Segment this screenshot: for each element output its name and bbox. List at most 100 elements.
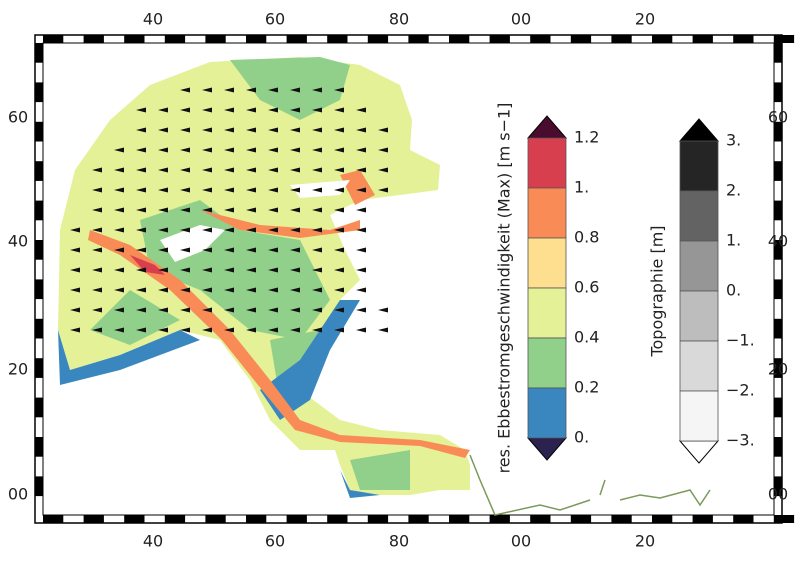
border-check [286, 35, 307, 43]
colorbar-segment [679, 140, 719, 192]
border-check [774, 279, 782, 300]
border-check [35, 161, 43, 181]
vector [268, 307, 278, 313]
border-check [164, 515, 186, 523]
vector [268, 147, 278, 153]
colorbar-tick-label: 0.8 [574, 228, 599, 247]
vector [180, 207, 190, 213]
border-check [652, 515, 673, 523]
vector [312, 207, 322, 213]
coordinate-labels: 40 40 60 60 80 80 00 00 20 20 60 60 40 40 20 20 00 00 [8, 10, 788, 551]
border-check [35, 279, 43, 300]
vector [268, 287, 278, 293]
map-border [34, 34, 795, 524]
vector [246, 327, 256, 333]
colorbar-segment [527, 337, 567, 389]
vector [114, 167, 124, 173]
vector [158, 127, 168, 133]
vector [114, 227, 124, 233]
colorbar-tick-label: 0. [726, 281, 741, 300]
border-check [774, 358, 782, 378]
vector [114, 327, 124, 333]
border-check [652, 35, 673, 43]
lat-label: 40 [768, 232, 788, 251]
vector [224, 107, 234, 113]
vector [246, 207, 256, 213]
border-check [773, 515, 795, 523]
vector [92, 307, 102, 313]
colorbar-segment [527, 387, 567, 439]
vector [356, 207, 366, 213]
vector [246, 307, 256, 313]
vector [246, 227, 256, 233]
vector [158, 167, 168, 173]
vector [180, 247, 190, 253]
vector [334, 227, 344, 233]
lon-label: 00 [511, 10, 531, 29]
vector [202, 107, 212, 113]
vector [180, 127, 190, 133]
vector [334, 107, 344, 113]
vector [312, 247, 322, 253]
vector [92, 267, 102, 273]
vector [202, 327, 212, 333]
vector [290, 267, 300, 273]
border-check [408, 35, 429, 43]
vector [70, 287, 80, 293]
border-check [35, 43, 43, 63]
vector [114, 247, 124, 253]
vector [136, 267, 146, 273]
vector [334, 267, 344, 273]
vector [246, 147, 256, 153]
border-check [327, 515, 348, 523]
vector [180, 107, 190, 113]
vector [334, 307, 344, 313]
border-check [164, 35, 186, 43]
vector [334, 207, 344, 213]
vector [158, 107, 168, 113]
colorbar-segment [679, 240, 719, 292]
vector [356, 107, 366, 113]
border-check [35, 397, 43, 418]
vector [356, 287, 366, 293]
vector [378, 127, 388, 133]
border-check [205, 515, 226, 523]
vector [268, 167, 278, 173]
border-check [774, 240, 782, 260]
vector [114, 147, 124, 153]
border-check [692, 515, 713, 523]
tidal-flats [58, 300, 380, 498]
vector [70, 267, 80, 273]
border-check [367, 515, 389, 523]
shallow-zones [90, 57, 410, 490]
border-check [35, 476, 43, 497]
vector [92, 327, 102, 333]
vector [224, 127, 234, 133]
vector [268, 227, 278, 233]
lat-label: 60 [768, 108, 788, 127]
vector [312, 267, 322, 273]
vector [312, 187, 322, 193]
vector [136, 287, 146, 293]
colorbar-segment [527, 137, 567, 189]
vector [268, 207, 278, 213]
colorbar-segment [679, 190, 719, 242]
vector [334, 327, 344, 333]
vector [246, 247, 256, 253]
border-check [35, 200, 43, 221]
vector [136, 167, 146, 173]
lon-label: 40 [143, 10, 163, 29]
vector [356, 247, 366, 253]
lat-label: 00 [768, 485, 788, 504]
border-check [774, 318, 782, 339]
colorbar-tick-label: 0.4 [574, 328, 599, 347]
border-check [83, 515, 104, 523]
vector [268, 267, 278, 273]
vector [312, 147, 322, 153]
colorbars: 1.2 1. 0.8 0.6 0.4 0.2 0. res. Ebbestromgeschwi… [495, 103, 755, 474]
border-check [449, 515, 470, 523]
vector [290, 327, 300, 333]
vector [136, 307, 146, 313]
vector [312, 167, 322, 173]
vector [158, 287, 168, 293]
